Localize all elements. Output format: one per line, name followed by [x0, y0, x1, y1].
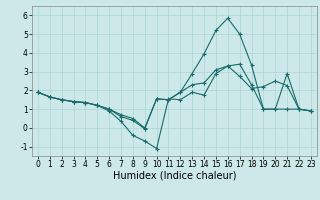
X-axis label: Humidex (Indice chaleur): Humidex (Indice chaleur) [113, 171, 236, 181]
